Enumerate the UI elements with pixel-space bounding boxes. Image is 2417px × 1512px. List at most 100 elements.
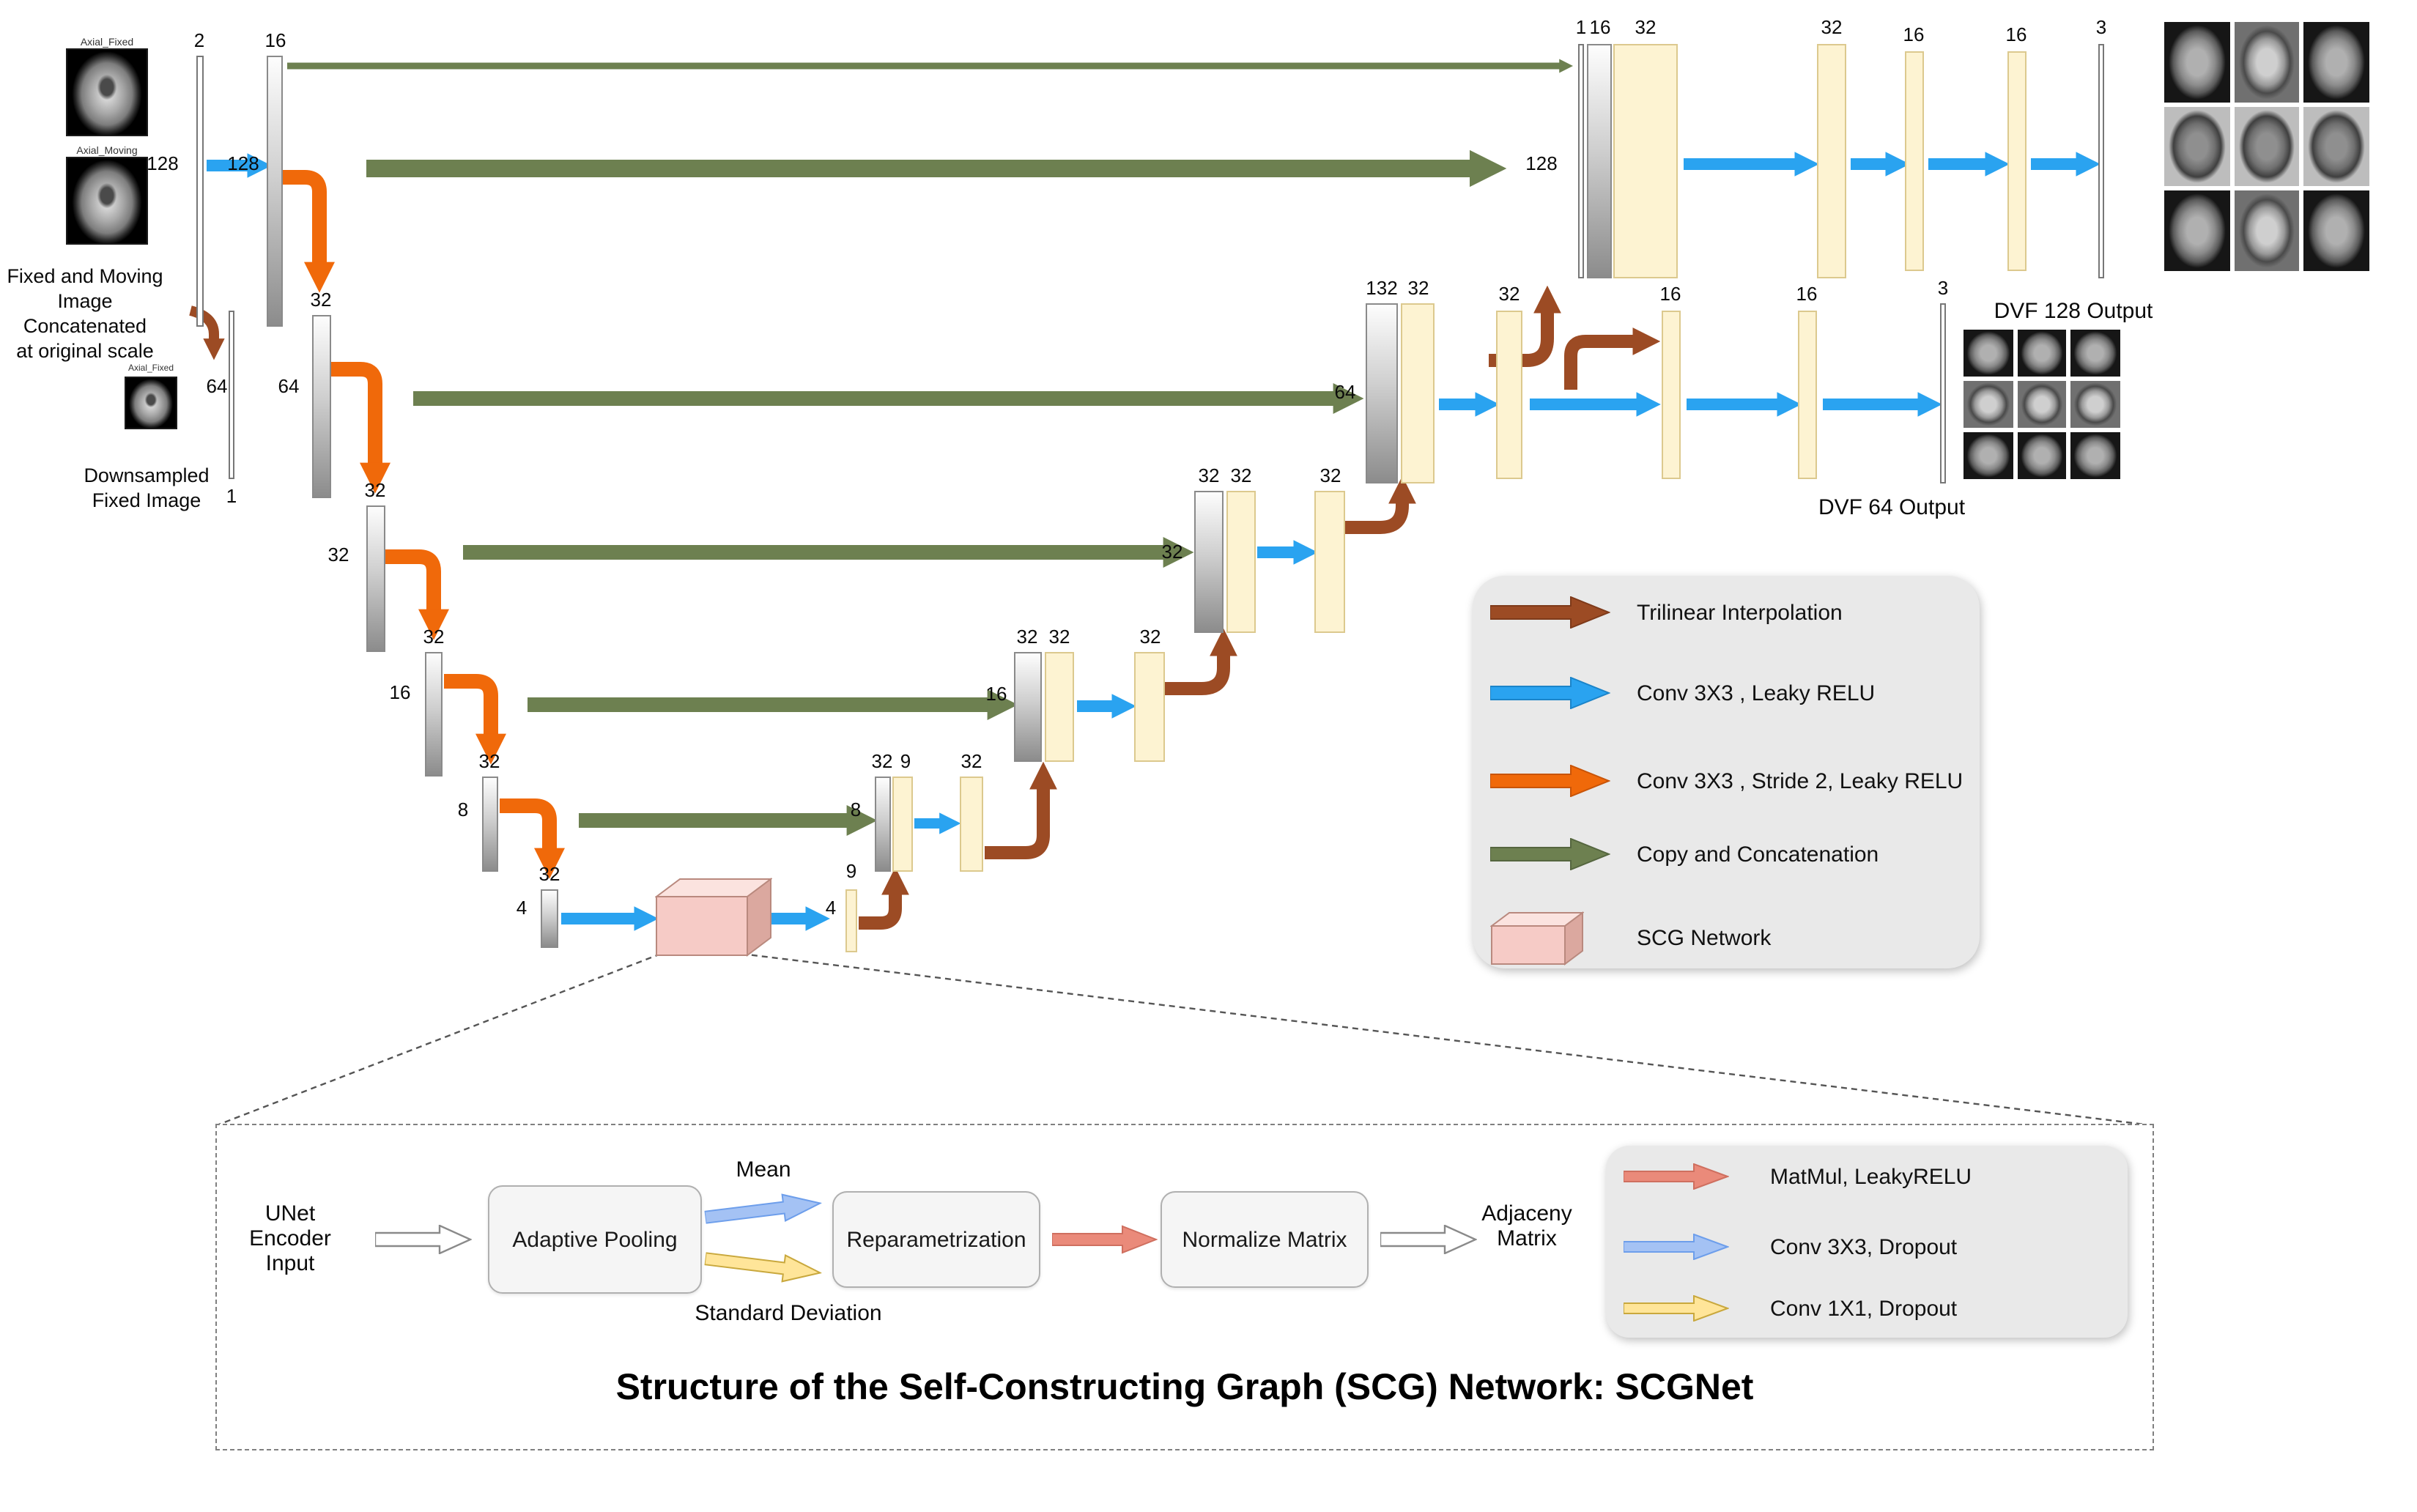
dec64-up-ch-label: 32	[1407, 277, 1429, 299]
scg-zoom-line-right	[741, 952, 2152, 1127]
trilinear-arrow-up-8	[859, 867, 909, 930]
trilinear-arrow-up-64	[1326, 475, 1416, 534]
dec64-concat-bar	[1366, 303, 1398, 483]
downsampled-bar	[229, 311, 234, 479]
mean-arrow	[703, 1193, 823, 1224]
main-legend: Trilinear Interpolation Conv 3X3 , Leaky…	[1473, 576, 1980, 968]
matmul-arrow-icon	[1624, 1163, 1770, 1190]
dvf64-cell	[2070, 381, 2120, 428]
input-bar	[196, 56, 204, 327]
conv3x3-dropout-arrow-icon	[1624, 1234, 1770, 1260]
legend-label: Conv 3X3, Dropout	[1770, 1234, 1958, 1259]
downsampled-ch-label: 1	[226, 485, 237, 507]
concat-caption-line2: Image	[57, 290, 113, 312]
dec32-out-bar	[1314, 491, 1345, 633]
flow-arrow-output	[1380, 1225, 1477, 1254]
dec128-up-bar	[1613, 44, 1678, 278]
dec64-conv2-bar	[1662, 311, 1681, 479]
scg-box-icon	[1490, 908, 1637, 967]
dvf128-cell	[2303, 22, 2369, 103]
enc64-bar	[312, 315, 331, 498]
dec32-up-ch-label: 32	[1230, 464, 1252, 486]
scg-zoom-line-left	[216, 952, 662, 1127]
legend-item-scg: SCG Network	[1490, 908, 1771, 967]
scgnet-panel: UNet Encoder Input Adaptive Pooling Mean…	[215, 1124, 2154, 1450]
scg-out-ch-label: 9	[845, 860, 857, 882]
dec64-conv1-ch-label: 32	[1498, 283, 1520, 305]
dec64-dvf-bar	[1940, 303, 1946, 483]
downsampled-caption: Downsampled Fixed Image	[62, 463, 232, 513]
legend-label: Copy and Concatenation	[1637, 842, 1879, 867]
dec128-up-ch-label: 32	[1635, 16, 1657, 38]
enc4-bar	[541, 889, 558, 948]
std-label: Standard Deviation	[695, 1301, 882, 1326]
scgnet-legend-item-matmul: MatMul, LeakyRELU	[1624, 1163, 1972, 1190]
legend-item-conv: Conv 3X3 , Leaky RELU	[1490, 677, 1875, 709]
enc4-size-label: 4	[516, 897, 528, 919]
dec128-skip-bar	[1587, 44, 1612, 278]
std-arrow	[703, 1252, 823, 1283]
dvf-128-output-label: DVF 128 Output	[1994, 299, 2153, 324]
trilinear-arrow-up-32	[1146, 628, 1237, 695]
downsampled-size-label: 64	[206, 375, 228, 397]
enc16-bar	[425, 652, 443, 777]
axial-fixed-caption: Axial_Fixed	[80, 38, 134, 48]
dvf64-cell	[2017, 432, 2067, 479]
dec128-conv3-bar	[2007, 51, 2026, 271]
enc8-size-label: 8	[457, 798, 469, 820]
input-size-label: 128	[147, 152, 179, 174]
dvf64-cell	[2070, 330, 2120, 377]
scgnet-legend-item-conv1x1: Conv 1X1, Dropout	[1624, 1295, 1957, 1322]
dec64-up-bar	[1401, 303, 1435, 483]
enc128-size-label: 128	[227, 152, 259, 174]
enc128-ch-label: 16	[264, 29, 286, 51]
enc128-bar	[267, 56, 283, 327]
dec16-up-ch-label: 32	[1048, 626, 1070, 648]
axial-moving-image	[66, 157, 148, 245]
dvf64-cell	[2070, 432, 2120, 479]
scgnet-legend-item-conv3x3: Conv 3X3, Dropout	[1624, 1234, 1957, 1260]
conv1x1-dropout-arrow-icon	[1624, 1295, 1770, 1322]
adaptive-pooling-node: Adaptive Pooling	[488, 1185, 702, 1294]
dec64-concat-ch-label: 132	[1366, 277, 1398, 299]
dec128-input-bar	[1578, 44, 1584, 278]
scg-output-bar	[845, 889, 857, 952]
dec64-conv1-bar	[1496, 311, 1522, 479]
downsampled-tiny-caption: Axial_Fixed	[127, 365, 174, 374]
dec128-conv1-ch-label: 32	[1821, 16, 1843, 38]
dec8-size-label: 8	[850, 798, 862, 820]
legend-label: Trilinear Interpolation	[1637, 600, 1843, 625]
dec64-conv3-bar	[1798, 311, 1817, 479]
stride-conv-arrow-3	[385, 549, 449, 640]
dec8-up-ch-label: 9	[900, 750, 911, 772]
scg-box-front-face	[656, 896, 748, 956]
enc16-ch-label: 32	[423, 626, 445, 648]
mean-label: Mean	[736, 1157, 791, 1182]
dec16-out-bar	[1134, 652, 1165, 762]
normalize-matrix-node: Normalize Matrix	[1161, 1191, 1369, 1288]
dec128-in-ch-label: 1	[1575, 16, 1587, 38]
trilinear-arrow-up-16	[985, 761, 1057, 859]
dec16-skip-ch-label: 32	[1016, 626, 1038, 648]
concat-caption-line4: at original scale	[16, 340, 154, 362]
legend-label: Conv 3X3 , Leaky RELU	[1637, 681, 1876, 705]
scgnet-input-line1: UNet Encoder	[249, 1201, 331, 1251]
trilinear-arrow-dvf64	[1564, 327, 1661, 390]
downsampled-fixed-image	[125, 377, 177, 429]
dec8-out-bar	[960, 777, 983, 872]
scgnet-title: Structure of the Self-Constructing Graph…	[615, 1367, 1754, 1408]
legend-item-stride-conv: Conv 3X3 , Stride 2, Leaky RELU	[1490, 765, 1963, 797]
dec64-dvf-ch-label: 3	[1937, 277, 1949, 299]
dec16-up-bar	[1045, 652, 1074, 762]
dvf128-cell	[2234, 22, 2300, 103]
dvf-128-output-image	[2164, 22, 2369, 271]
trilinear-arrow-up-128	[1489, 285, 1561, 367]
dvf-64-output-label: DVF 64 Output	[1818, 495, 1966, 520]
legend-item-copy-concat: Copy and Concatenation	[1490, 838, 1879, 870]
enc4-ch-label: 32	[538, 863, 560, 885]
concat-caption-line1: Fixed and Moving	[7, 265, 163, 287]
dec128-dvf-ch-label: 3	[2095, 16, 2107, 38]
dec128-dvf-bar	[2098, 44, 2104, 278]
adjacency-line1: Adjaceny	[1481, 1201, 1572, 1226]
